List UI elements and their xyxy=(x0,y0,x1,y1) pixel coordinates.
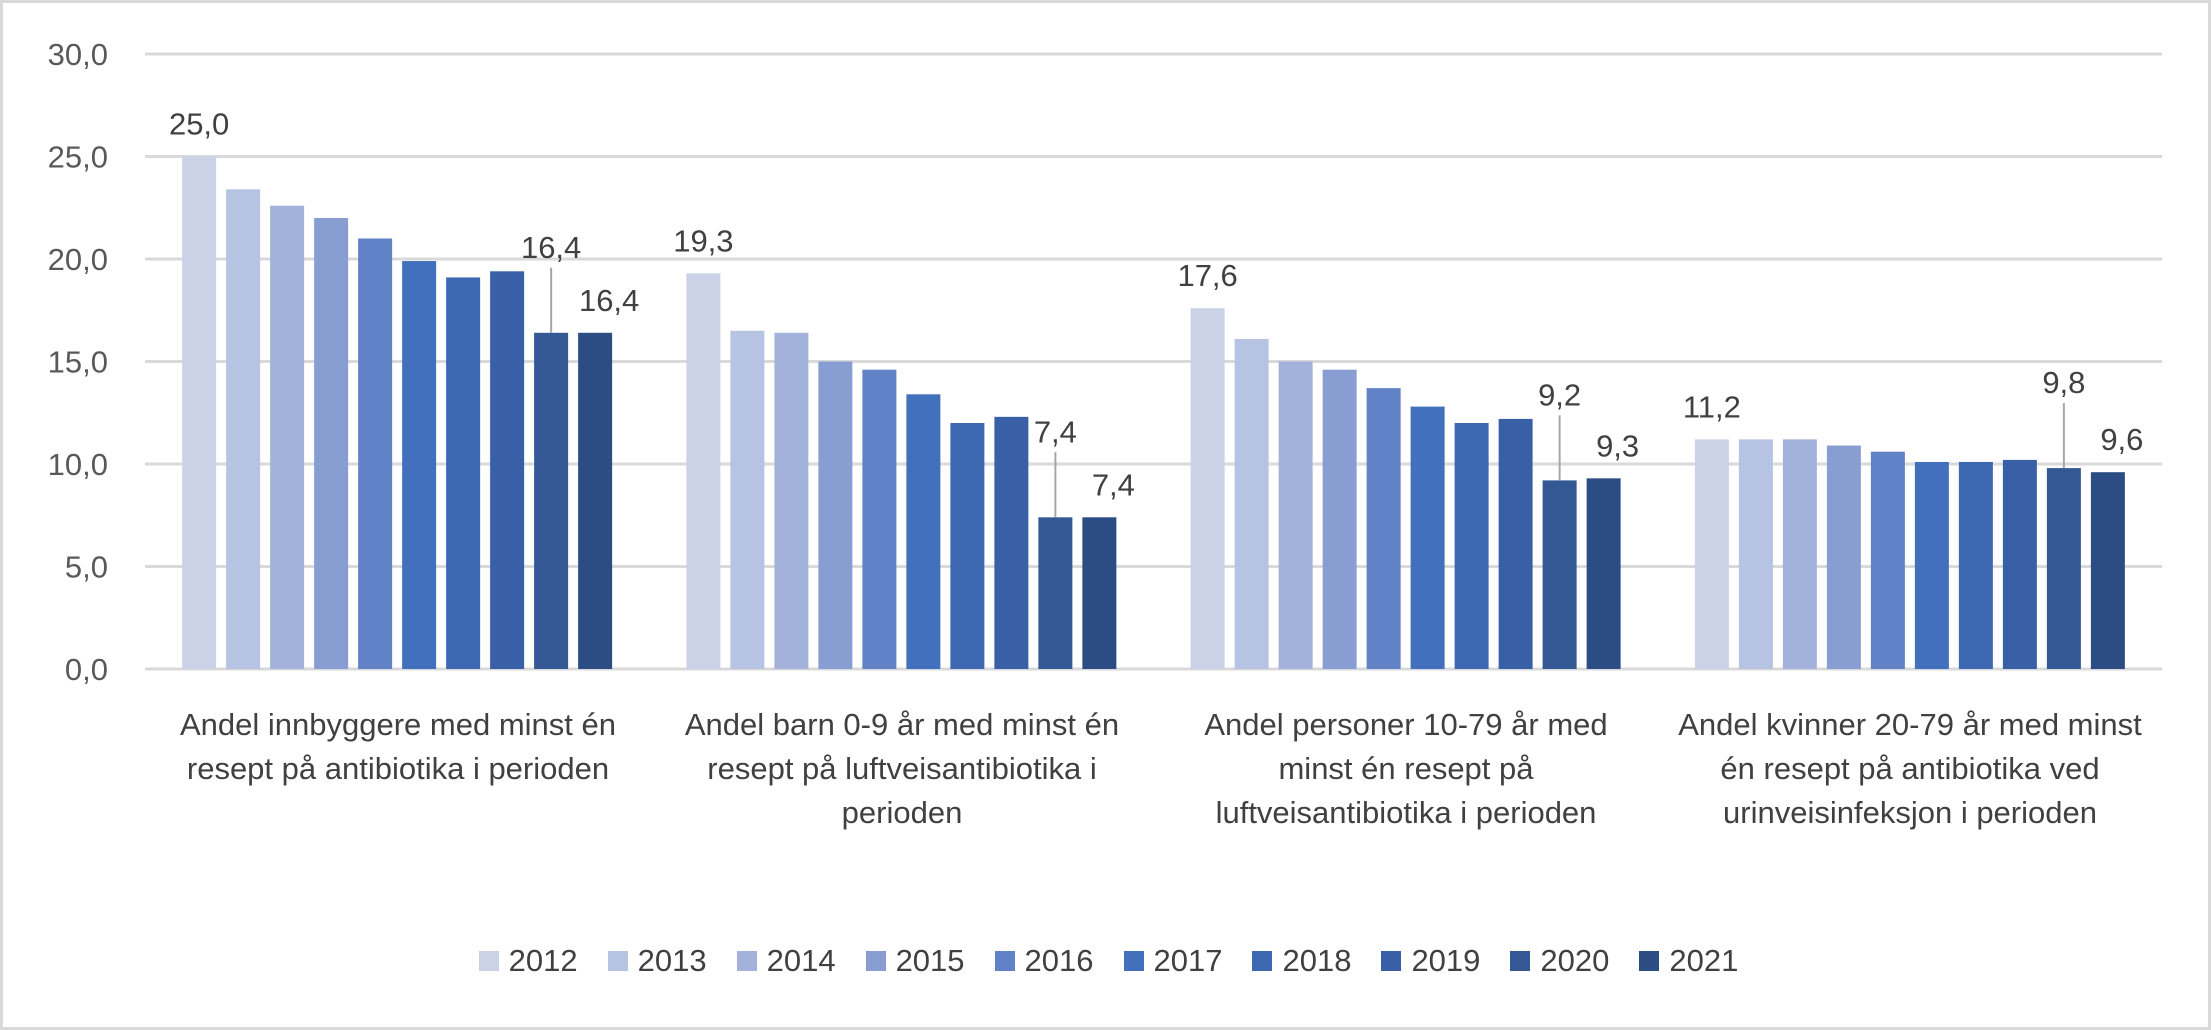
legend-swatch xyxy=(478,951,499,971)
bar xyxy=(1038,517,1073,669)
legend-item: 2014 xyxy=(736,943,836,979)
data-label: 7,4 xyxy=(1092,467,1135,502)
y-tick-label: 30,0 xyxy=(48,37,108,72)
y-tick-label: 5,0 xyxy=(65,550,108,585)
legend-swatch xyxy=(1381,951,1402,971)
legend-label: 2021 xyxy=(1669,943,1739,978)
bar xyxy=(2090,472,2125,669)
legend-item: 2015 xyxy=(865,943,965,979)
bar xyxy=(1738,439,1773,669)
y-tick-label: 25,0 xyxy=(48,140,108,175)
bar xyxy=(906,394,941,669)
y-tick-label: 20,0 xyxy=(48,242,108,277)
category-label: Andel innbyggere med minst én resept på … xyxy=(180,707,616,786)
bar xyxy=(1366,388,1401,669)
data-label: 25,0 xyxy=(169,107,229,142)
bar xyxy=(1958,461,1993,669)
legend-item: 2012 xyxy=(478,943,578,979)
legend-label: 2019 xyxy=(1411,943,1481,978)
bar xyxy=(314,218,349,669)
legend-swatch xyxy=(736,951,757,971)
bar xyxy=(578,332,613,669)
bar xyxy=(994,416,1029,669)
bar xyxy=(950,423,985,669)
category-label: Andel barn 0-9 år med minst én resept på… xyxy=(684,707,1120,830)
legend-label: 2016 xyxy=(1024,943,1094,978)
data-label: 7,4 xyxy=(1034,414,1077,449)
legend-item: 2020 xyxy=(1510,943,1609,979)
bar xyxy=(1410,406,1445,669)
bar xyxy=(1870,451,1905,669)
category-label: Andel kvinner 20-79 år med minst én rese… xyxy=(1678,707,2142,830)
bar xyxy=(862,369,897,669)
bar xyxy=(402,261,437,669)
bar xyxy=(1190,308,1225,669)
legend-item: 2021 xyxy=(1639,943,1738,979)
bar xyxy=(446,277,481,669)
legend-item: 2016 xyxy=(994,943,1094,979)
bar xyxy=(2002,459,2037,669)
bar xyxy=(358,238,393,669)
legend-label: 2014 xyxy=(766,943,836,978)
data-label: 9,3 xyxy=(1596,428,1639,463)
bar xyxy=(730,330,765,669)
legend-swatch xyxy=(994,951,1015,971)
bar xyxy=(818,361,853,669)
data-label: 17,6 xyxy=(1177,258,1237,293)
legend-item: 2013 xyxy=(607,943,707,979)
category-label: Andel personer 10-79 år med minst én res… xyxy=(1204,707,1608,830)
data-label: 9,2 xyxy=(1538,377,1581,412)
bar xyxy=(1542,480,1577,669)
data-label: 11,2 xyxy=(1683,389,1741,424)
bar xyxy=(1694,439,1729,669)
data-label: 19,3 xyxy=(673,223,733,258)
legend-label: 2015 xyxy=(895,943,965,978)
bar xyxy=(1454,423,1489,669)
bar-chart: 0,0 5,0 10,0 15,0 20,0 25,0 30,0 25,0 16,4 16,4 19… xyxy=(48,37,2162,687)
legend-item: 2018 xyxy=(1252,943,1351,979)
data-label: 16,4 xyxy=(521,230,581,265)
bar xyxy=(534,332,569,669)
bar xyxy=(1278,361,1313,669)
bar xyxy=(270,205,305,669)
bar xyxy=(1826,445,1861,669)
legend-swatch xyxy=(607,951,628,971)
y-tick-label: 15,0 xyxy=(48,345,108,380)
legend-item: 2019 xyxy=(1381,943,1480,979)
bar xyxy=(182,156,217,669)
bar xyxy=(1914,461,1949,669)
bar xyxy=(1082,517,1117,669)
bar xyxy=(1322,369,1357,669)
bar xyxy=(1498,418,1533,669)
legend-label: 2013 xyxy=(637,943,707,978)
bar xyxy=(1586,478,1621,669)
data-label: 9,8 xyxy=(2042,365,2085,400)
bar xyxy=(686,273,721,669)
legend-label: 2012 xyxy=(508,943,578,978)
data-label: 16,4 xyxy=(579,283,639,318)
legend-swatch xyxy=(1510,951,1531,971)
bar xyxy=(774,332,809,669)
data-label: 9,6 xyxy=(2100,422,2143,457)
legend-swatch xyxy=(865,951,886,971)
bar xyxy=(1782,439,1817,669)
bar xyxy=(2046,468,2081,669)
legend-item: 2017 xyxy=(1123,943,1223,979)
y-tick-label: 0,0 xyxy=(65,652,108,687)
bar xyxy=(1234,338,1269,669)
legend-label: 2020 xyxy=(1540,943,1610,978)
bar xyxy=(226,189,261,670)
legend-swatch xyxy=(1252,951,1273,971)
legend-swatch xyxy=(1639,951,1660,971)
bar xyxy=(490,271,525,669)
y-tick-label: 10,0 xyxy=(48,447,108,482)
legend: 2012 2013 2014 2015 2016 2017 2018 2019 2020 2021 xyxy=(3,943,2208,979)
legend-swatch xyxy=(1123,951,1144,971)
legend-label: 2018 xyxy=(1282,943,1352,978)
legend-label: 2017 xyxy=(1153,943,1223,978)
